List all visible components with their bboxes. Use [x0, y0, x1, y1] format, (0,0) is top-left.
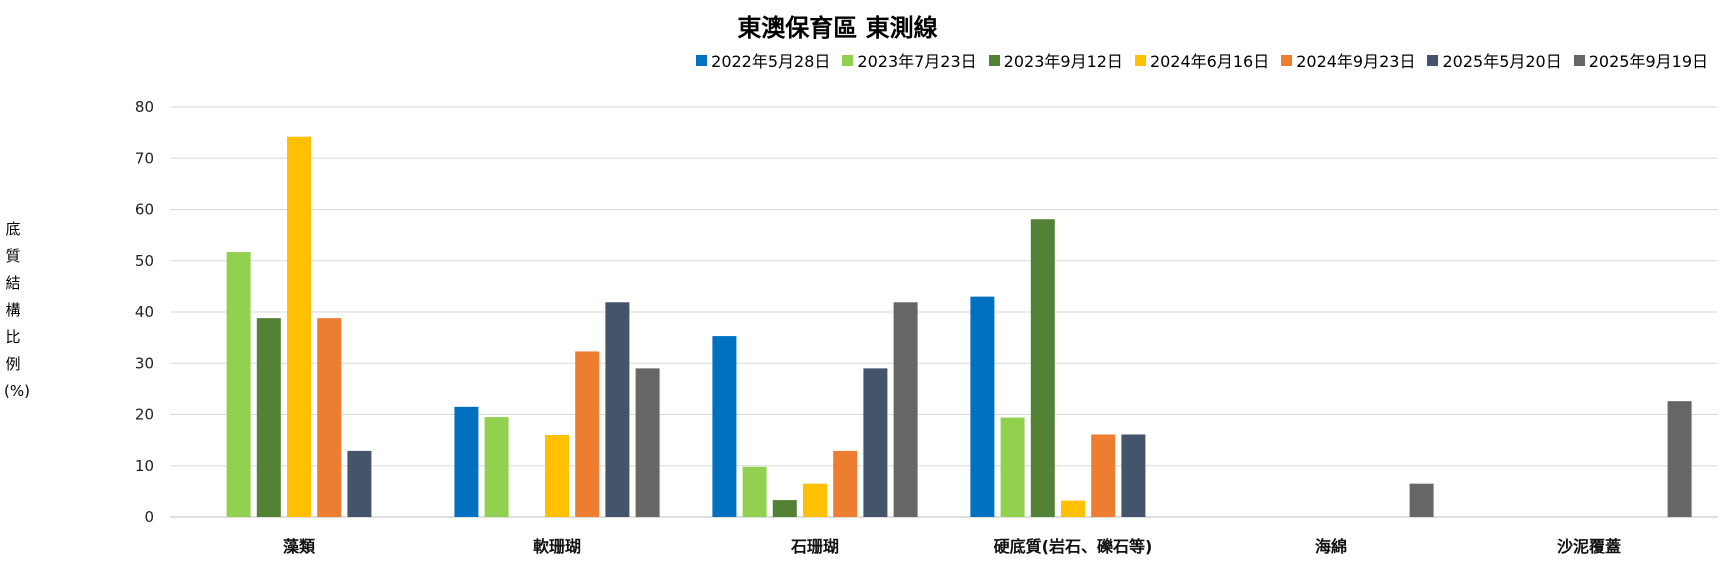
chart-legend: 2022年5月28日 2023年7月23日 2023年9月12日 2024年6月16日…	[696, 48, 1708, 72]
x-category-label: 海綿	[1315, 537, 1347, 556]
y-tick-label: 70	[135, 149, 154, 167]
bar	[347, 450, 372, 517]
bar	[287, 136, 311, 517]
legend-entry: 2025年5月20日	[1427, 48, 1562, 72]
bar	[833, 450, 858, 517]
bar	[1000, 417, 1025, 517]
legend-label: 2025年5月20日	[1442, 52, 1562, 71]
bar	[575, 351, 600, 517]
legend-entry: 2024年6月16日	[1134, 48, 1270, 72]
bar	[970, 296, 995, 517]
bar	[1061, 500, 1085, 517]
y-tick-label: 60	[135, 201, 154, 219]
bar	[317, 318, 342, 517]
legend-entry: 2023年7月23日	[842, 48, 977, 72]
bar	[454, 406, 479, 517]
legend-swatch	[1281, 54, 1293, 66]
legend-swatch	[988, 54, 1000, 66]
y-tick-label: 80	[135, 98, 154, 116]
bar	[256, 318, 281, 517]
y-tick-label: 30	[135, 354, 154, 372]
legend-label: 2023年9月12日	[1003, 52, 1123, 71]
y-tick-label: 50	[135, 252, 154, 270]
bar	[863, 368, 888, 517]
chart-title: 東澳保育區 東測線	[737, 14, 938, 42]
y-axis-label: 底質結構比例(%)	[4, 220, 30, 400]
y-tick-label: 20	[135, 406, 154, 424]
legend-swatch	[696, 54, 708, 66]
bar	[1121, 434, 1146, 517]
bar	[712, 336, 737, 517]
bar	[605, 302, 630, 517]
bar	[742, 466, 767, 517]
legend-entry: 2022年5月28日	[696, 48, 830, 72]
legend-label: 2025年9月19日	[1588, 52, 1708, 71]
y-tick-label: 10	[135, 457, 154, 475]
y-tick-label: 0	[144, 508, 154, 526]
y-tick-label: 40	[135, 303, 154, 321]
legend-label: 2024年9月23日	[1296, 52, 1416, 71]
bar	[635, 368, 660, 517]
bar	[484, 417, 509, 517]
x-category-label: 藻類	[283, 537, 316, 556]
legend-swatch	[842, 54, 854, 66]
x-category-label: 軟珊瑚	[533, 537, 581, 556]
legend-label: 2024年6月16日	[1149, 52, 1270, 71]
legend-entry: 2025年9月19日	[1573, 48, 1708, 72]
bar	[1091, 434, 1116, 517]
bar	[1030, 219, 1055, 518]
x-category-label: 硬底質(岩石、礫石等)	[994, 537, 1153, 556]
legend-label: 2023年7月23日	[857, 52, 977, 71]
x-category-label: 石珊瑚	[790, 537, 839, 556]
bar	[893, 302, 918, 517]
bar	[1409, 483, 1434, 517]
legend-entry: 2023年9月12日	[988, 48, 1123, 72]
x-category-label: 沙泥覆蓋	[1557, 537, 1621, 556]
legend-swatch	[1573, 54, 1585, 66]
bar	[545, 435, 569, 517]
legend-label: 2022年5月28日	[711, 52, 831, 71]
legend-swatch	[1427, 54, 1439, 66]
bar	[772, 500, 797, 517]
bar	[803, 483, 827, 517]
bar	[1667, 401, 1692, 517]
bar	[226, 252, 251, 517]
legend-entry: 2024年9月23日	[1281, 48, 1415, 72]
legend-swatch	[1134, 54, 1146, 66]
